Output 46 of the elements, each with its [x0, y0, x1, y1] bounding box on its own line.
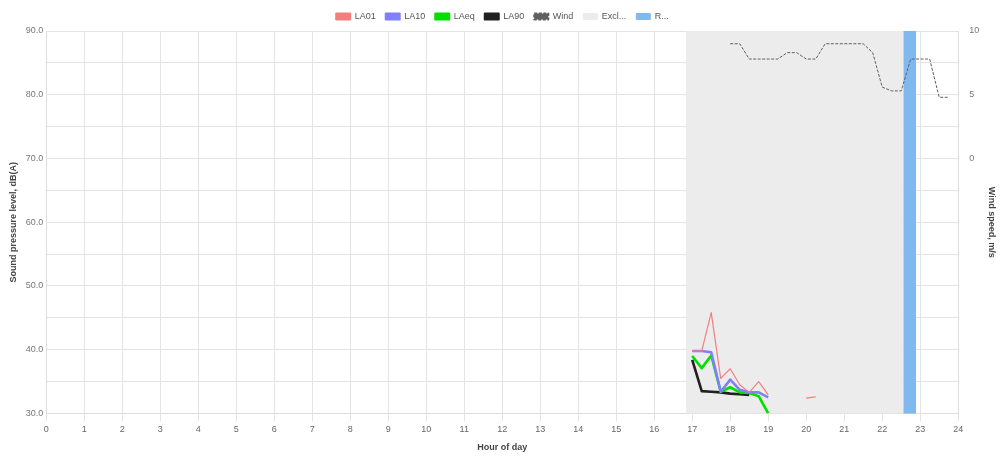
legend-label: Excl... [601, 10, 627, 21]
x-tick-label: 18 [725, 424, 736, 435]
x-tick-label: 15 [611, 424, 622, 435]
legend-label: LA01 [354, 10, 376, 21]
x-tick-label: 9 [385, 424, 391, 435]
x-tick-label: 24 [953, 424, 964, 435]
x-tick-label: 23 [915, 424, 926, 435]
y2-tick-label: 5 [969, 89, 975, 100]
x-tick-label: 5 [233, 424, 239, 435]
x-tick-label: 12 [497, 424, 508, 435]
legend-label: Wind [552, 10, 574, 21]
x-tick-label: 6 [271, 424, 277, 435]
x-tick-label: 22 [877, 424, 888, 435]
y-tick-label: 50.0 [25, 280, 44, 291]
x-tick-label: 16 [649, 424, 660, 435]
y2-tick-label: 0 [969, 152, 975, 163]
y2-axis-title: Wind speed, m/s [987, 186, 998, 258]
x-tick-label: 1 [81, 424, 87, 435]
y-tick-label: 80.0 [25, 89, 44, 100]
x-tick-label: 8 [347, 424, 353, 435]
x-tick-label: 2 [119, 424, 125, 435]
y-tick-label: 40.0 [25, 344, 44, 355]
x-tick-label: 10 [421, 424, 432, 435]
x-tick-label: 11 [459, 424, 469, 435]
x-tick-label: 0 [43, 424, 49, 435]
x-tick-label: 7 [309, 424, 315, 435]
y-axis-title: Sound pressure level, dB(A) [7, 161, 18, 283]
x-tick-label: 3 [157, 424, 163, 435]
legend-label: LAeq [453, 10, 475, 21]
y-tick-label: 30.0 [25, 407, 44, 418]
y-tick-label: 90.0 [25, 25, 44, 36]
y-tick-label: 60.0 [25, 216, 44, 227]
line-series [729, 43, 950, 98]
x-tick-label: 21 [839, 424, 850, 435]
x-tick-label: 20 [801, 424, 812, 435]
x-axis-title: Hour of day [477, 442, 528, 453]
y2-tick-label: 10 [969, 25, 980, 36]
x-tick-label: 13 [535, 424, 546, 435]
legend-label: LA90 [503, 10, 525, 21]
legend-label: R... [654, 10, 669, 21]
x-tick-label: 4 [195, 424, 201, 435]
y-tick-label: 70.0 [25, 152, 44, 163]
legend-label: LA10 [404, 10, 426, 21]
x-tick-label: 14 [573, 424, 584, 435]
x-tick-label: 17 [687, 424, 698, 435]
x-tick-label: 19 [763, 424, 774, 435]
